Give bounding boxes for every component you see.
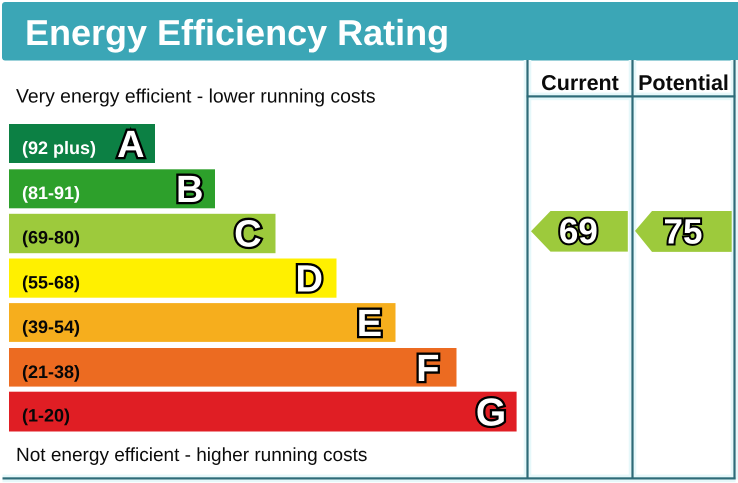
svg-text:Potential: Potential — [638, 71, 729, 95]
svg-text:(21-38): (21-38) — [22, 362, 80, 382]
svg-text:(1-20): (1-20) — [22, 406, 70, 426]
svg-text:D: D — [295, 258, 322, 300]
svg-text:C: C — [234, 214, 261, 256]
svg-text:(81-91): (81-91) — [22, 183, 80, 203]
svg-text:Energy Efficiency Rating: Energy Efficiency Rating — [25, 12, 449, 53]
svg-text:Not energy efficient - higher: Not energy efficient - higher running co… — [16, 445, 367, 466]
svg-text:75: 75 — [664, 212, 703, 251]
svg-text:F: F — [416, 348, 439, 390]
svg-text:69: 69 — [559, 212, 598, 251]
svg-text:Current: Current — [541, 71, 619, 95]
svg-text:E: E — [357, 303, 382, 345]
svg-text:Very energy efficient - lower: Very energy efficient - lower running co… — [16, 86, 376, 108]
svg-text:B: B — [176, 169, 203, 211]
svg-text:(55-68): (55-68) — [22, 272, 80, 292]
svg-text:(39-54): (39-54) — [22, 317, 80, 337]
svg-text:A: A — [117, 124, 144, 166]
svg-text:G: G — [476, 391, 506, 434]
svg-text:(92 plus): (92 plus) — [22, 138, 96, 158]
svg-text:(69-80): (69-80) — [22, 228, 80, 248]
